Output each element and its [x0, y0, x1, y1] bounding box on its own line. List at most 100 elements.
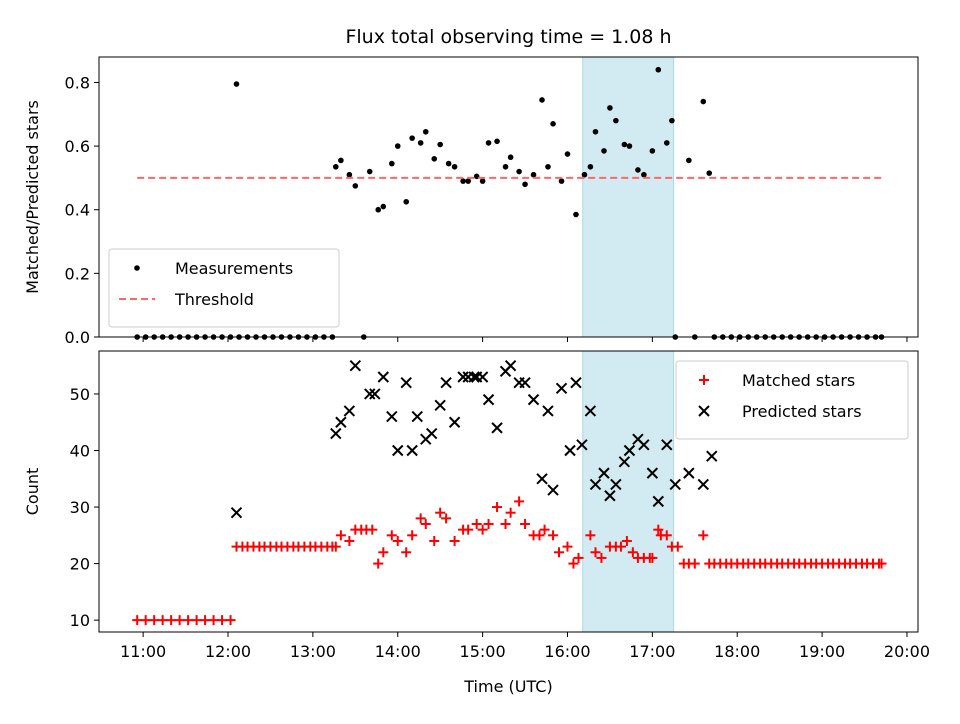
legend: Matched stars Predicted stars	[675, 360, 909, 440]
shaded-interval	[582, 350, 675, 633]
predicted-star-point	[555, 382, 568, 395]
measurement-point	[581, 171, 588, 178]
x-tick-label: 18:00	[714, 642, 760, 661]
y-tick-label: 30	[70, 498, 90, 517]
matched-star-point	[435, 507, 446, 518]
measurement-point	[389, 160, 395, 167]
x-stroke-b	[589, 478, 602, 491]
predicted-star-point	[406, 444, 418, 457]
measurement-point	[403, 198, 410, 205]
bottom-panel: 10 20 30 40 50 11:00 12:00 13:00 14:00 15:00 16:00…	[23, 350, 930, 661]
matched-star-point	[514, 496, 525, 507]
measurement-point	[417, 140, 424, 146]
measurement-point	[564, 151, 571, 157]
matched-star-point	[386, 530, 397, 541]
measurement-point	[366, 168, 373, 175]
measurement-point	[465, 178, 471, 184]
legend-label: Matched stars	[742, 371, 855, 390]
legend-box	[108, 248, 340, 328]
matched-star-point	[698, 530, 709, 541]
y-tick-label: 0.6	[65, 137, 90, 156]
legend-box	[675, 360, 909, 440]
predicted-star-point	[618, 456, 631, 468]
matched-star-point	[647, 552, 658, 563]
x-stroke-b	[468, 371, 480, 383]
matched-star-point	[183, 615, 194, 626]
measurement-point	[507, 154, 514, 161]
predicted-star-point	[457, 371, 469, 383]
x-stroke-b	[610, 478, 622, 491]
measurement-point	[686, 157, 692, 164]
matched-star-point	[661, 530, 672, 541]
x-stroke-b	[519, 376, 531, 389]
predicted-star-point	[476, 371, 489, 383]
legend-marker	[134, 265, 140, 271]
matched-star-point	[441, 513, 452, 524]
measurement-point	[700, 98, 707, 105]
predicted-star-point	[330, 427, 342, 440]
matched-star-point	[463, 524, 474, 535]
matched-star-point	[520, 519, 531, 530]
matched-star-point	[225, 615, 236, 626]
matched-star-point	[449, 535, 460, 546]
predicted-star-point	[519, 376, 531, 389]
predicted-star-point	[683, 467, 695, 479]
x-stroke-b	[547, 484, 559, 496]
matched-star-point	[191, 615, 202, 626]
predicted-star-point	[589, 478, 602, 491]
predicted-star-point	[377, 371, 390, 383]
predicted-star-point	[646, 467, 659, 479]
measurement-point	[601, 148, 607, 154]
predicted-star-point	[440, 376, 452, 389]
predicted-star-point	[669, 478, 681, 491]
predicted-star-point	[392, 444, 404, 457]
x-stroke-b	[400, 376, 412, 389]
matched-star-point	[429, 535, 440, 546]
measurement-point	[655, 66, 662, 73]
measurement-point	[663, 140, 670, 146]
axes-frame	[98, 350, 919, 633]
matched-star-point	[477, 524, 488, 535]
x-tick-label: 17:00	[629, 642, 675, 661]
measurement-point	[592, 128, 599, 135]
y-axis-label: Matched/Predicted stars	[23, 100, 42, 294]
measurement-point	[626, 143, 633, 149]
x-stroke-b	[504, 359, 517, 372]
x-tick-label: 15:00	[460, 642, 506, 661]
matched-star-point	[174, 615, 185, 626]
matched-star-point	[200, 615, 211, 626]
measurement-point	[233, 81, 240, 87]
predicted-star-point	[610, 478, 622, 491]
x-stroke-b	[448, 416, 461, 428]
matched-star-point	[157, 615, 168, 626]
x-tick-label: 20:00	[884, 642, 930, 661]
measurement-point	[460, 178, 466, 184]
x-stroke-b	[349, 359, 362, 372]
predicted-star-point	[491, 422, 503, 434]
x-stroke-b	[377, 371, 390, 383]
predicted-star-point	[434, 399, 446, 411]
y-tick-label: 40	[70, 442, 90, 461]
x-stroke-b	[527, 393, 540, 406]
measurement-point	[409, 135, 415, 141]
legend-label: Measurements	[175, 259, 293, 278]
x-stroke-b	[330, 427, 342, 440]
x-stroke-b	[632, 433, 644, 445]
measurement-point	[573, 211, 579, 218]
x-stroke-b	[411, 410, 423, 423]
x-stroke-b	[440, 376, 452, 389]
predicted-star-point	[335, 416, 347, 428]
matched-star-point	[378, 547, 389, 558]
predicted-star-point	[400, 376, 412, 389]
measurement-point	[352, 183, 359, 189]
x-tick-label: 13:00	[290, 642, 336, 661]
matched-star-point	[621, 535, 632, 546]
measurement-point	[516, 168, 522, 175]
matched-star-point	[492, 502, 503, 513]
matched-star-point	[149, 615, 160, 626]
predicted-star-point	[527, 393, 540, 406]
legend-marker	[698, 405, 710, 417]
predicted-star-point	[584, 405, 597, 417]
predicted-star-point	[547, 484, 559, 496]
matched-star-point	[585, 530, 596, 541]
